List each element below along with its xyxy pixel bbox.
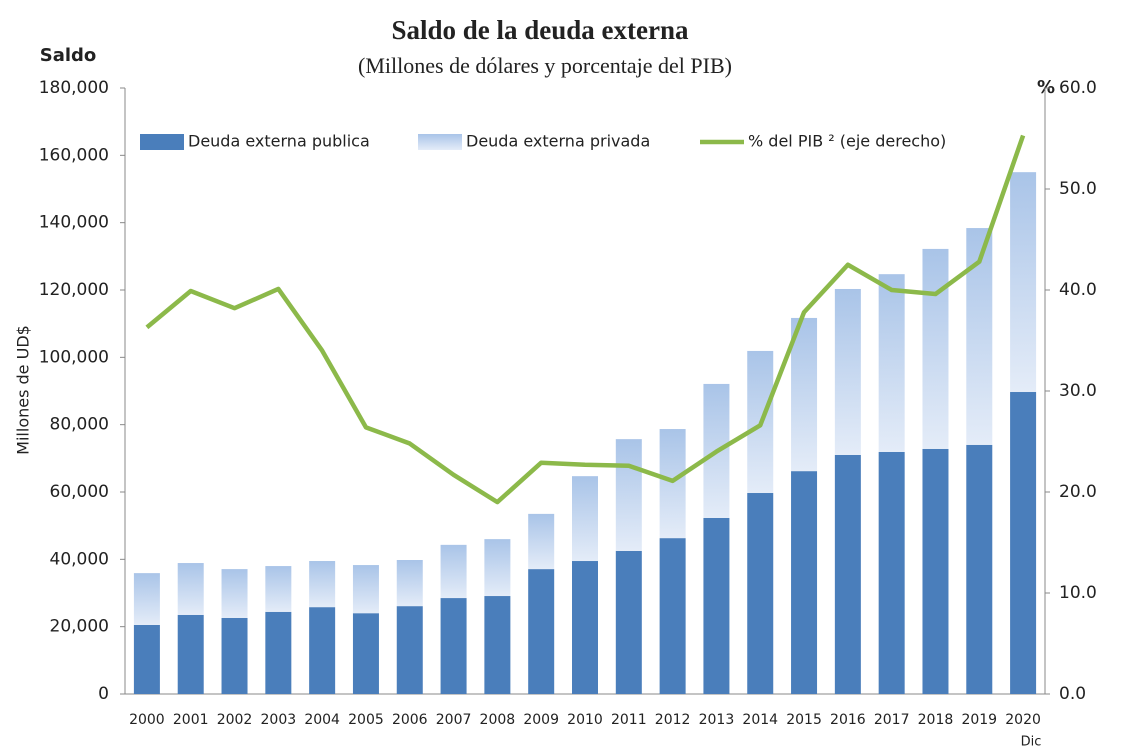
x-tick-label: 2018	[918, 712, 954, 728]
bar	[221, 569, 248, 618]
bar	[396, 606, 423, 694]
legend-label: Deuda externa publica	[188, 132, 370, 151]
x-tick-label: 2012	[655, 712, 691, 728]
x-tick-label: 2001	[173, 712, 209, 728]
bar	[615, 439, 642, 551]
bar	[440, 598, 467, 694]
y-tick-label: 160,000	[39, 145, 109, 165]
bar	[352, 565, 379, 614]
x-tick-label: 2019	[961, 712, 997, 728]
x-tick-label: 2010	[567, 712, 603, 728]
legend-swatch	[140, 134, 184, 150]
bar	[966, 444, 993, 694]
chart-title: Saldo de la deuda externa	[391, 15, 689, 45]
bar	[703, 517, 730, 694]
y2-tick-label: 0.0	[1059, 684, 1086, 704]
bar	[177, 563, 204, 615]
bar	[791, 471, 818, 694]
x-tick-label: 2011	[611, 712, 647, 728]
bar	[922, 248, 949, 449]
y-tick-label: 180,000	[39, 78, 109, 98]
bar	[834, 288, 861, 455]
bar	[221, 617, 248, 694]
x-tick-label: 2015	[786, 712, 822, 728]
bar	[265, 566, 292, 612]
bar	[528, 569, 555, 694]
bar	[659, 429, 686, 539]
y2-tick-label: 20.0	[1059, 482, 1097, 502]
bar	[133, 624, 160, 694]
y-title: Saldo	[40, 45, 97, 66]
y-tick-label: 60,000	[50, 482, 109, 502]
x-tick-label: 2000	[129, 712, 165, 728]
bar	[572, 476, 598, 562]
x-tick-label: 2004	[304, 712, 340, 728]
x-tick-label: 2014	[742, 712, 778, 728]
bar	[1010, 172, 1037, 393]
bar	[878, 274, 905, 452]
x-tick-label: 2008	[480, 712, 516, 728]
legend-swatch	[418, 134, 462, 150]
y-tick-label: 20,000	[50, 617, 109, 637]
bar	[747, 493, 774, 694]
y2-tick-label: 50.0	[1059, 179, 1097, 199]
y-tick-label: 0	[98, 684, 109, 704]
bar	[484, 596, 511, 694]
bar	[572, 561, 598, 694]
bar	[133, 573, 160, 625]
bar	[177, 614, 204, 694]
bar	[659, 538, 686, 694]
x-tick-label: 2005	[348, 712, 384, 728]
bar	[791, 317, 818, 472]
y2-tick-label: 40.0	[1059, 280, 1097, 300]
x-tick-label: 2003	[261, 712, 297, 728]
y-tick-label: 80,000	[50, 415, 109, 435]
legend-label: % del PIB ² (eje derecho)	[748, 132, 946, 151]
bar	[878, 451, 905, 694]
y-tick-label: 140,000	[39, 213, 109, 233]
bar	[352, 613, 379, 694]
legend-label: Deuda externa privada	[466, 132, 650, 151]
bar	[440, 544, 467, 599]
bar	[1010, 392, 1037, 694]
x-tick-label: 2006	[392, 712, 428, 728]
bar	[615, 550, 642, 694]
x-tick-label: 2007	[436, 712, 472, 728]
bar	[922, 448, 949, 694]
y-tick-label: 120,000	[39, 280, 109, 300]
y-axis-label: Millones de UD$	[14, 325, 33, 455]
line	[145, 134, 1026, 505]
x-tick-label: 2002	[217, 712, 253, 728]
chart-subtitle: (Millones de dólares y porcentaje del PI…	[358, 53, 732, 78]
x-tick-label: 2020	[1005, 712, 1041, 728]
annotation: Dic	[1021, 735, 1042, 750]
bar	[528, 513, 555, 570]
x-tick-label: 2016	[830, 712, 866, 728]
bar	[265, 611, 292, 694]
y-tick-label: 100,000	[39, 347, 109, 367]
y2-tick-label: 30.0	[1059, 381, 1097, 401]
bar	[484, 539, 511, 597]
x-tick-label: 2013	[699, 712, 735, 728]
bar	[834, 454, 861, 694]
y2-tick-label: 10.0	[1059, 583, 1097, 603]
bar	[309, 561, 336, 608]
bar	[396, 560, 423, 607]
y-tick-label: 40,000	[50, 549, 109, 569]
y2-tick-label: 60.0	[1059, 78, 1097, 98]
x-tick-label: 2009	[523, 712, 559, 728]
x-tick-label: 2017	[874, 712, 910, 728]
bar	[309, 607, 336, 694]
